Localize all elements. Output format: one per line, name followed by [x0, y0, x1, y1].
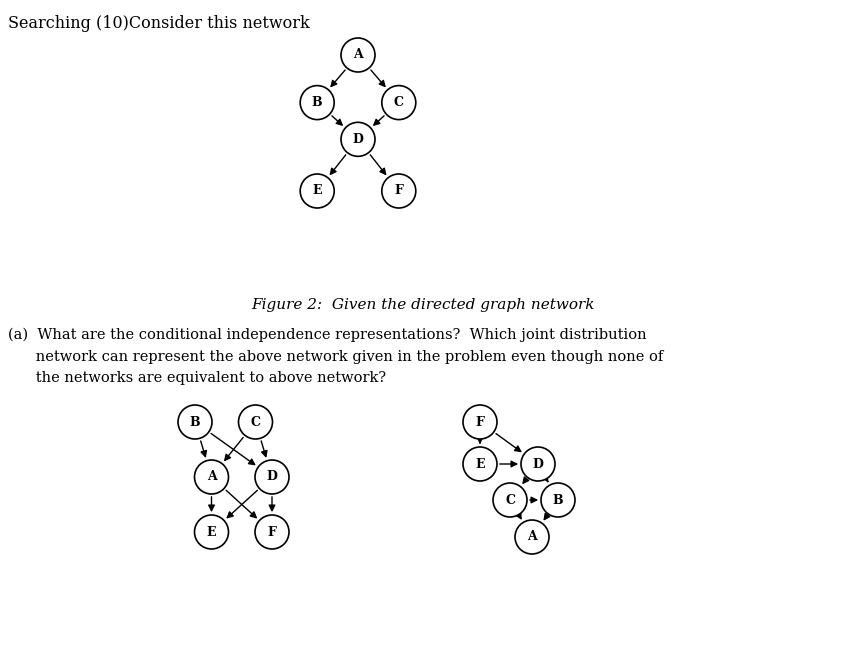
Circle shape	[178, 405, 212, 439]
Text: A: A	[353, 48, 363, 62]
Circle shape	[541, 483, 575, 517]
Circle shape	[341, 122, 375, 157]
Circle shape	[255, 460, 289, 494]
Text: A: A	[207, 470, 216, 484]
Text: (a)  What are the conditional independence representations?  Which joint distrib: (a) What are the conditional independenc…	[8, 328, 646, 343]
Text: D: D	[533, 458, 544, 470]
Circle shape	[239, 405, 273, 439]
Circle shape	[382, 86, 416, 120]
Circle shape	[521, 447, 555, 481]
Text: the networks are equivalent to above network?: the networks are equivalent to above net…	[8, 371, 386, 385]
Text: B: B	[190, 415, 200, 429]
Text: Searching (10)Consider this network: Searching (10)Consider this network	[8, 15, 310, 32]
Circle shape	[493, 483, 527, 517]
Text: F: F	[268, 526, 276, 539]
Circle shape	[300, 174, 335, 208]
Circle shape	[195, 460, 229, 494]
Text: D: D	[352, 133, 363, 146]
Circle shape	[255, 515, 289, 549]
Text: C: C	[505, 494, 515, 506]
Text: E: E	[207, 526, 216, 539]
Circle shape	[300, 86, 335, 120]
Text: D: D	[267, 470, 278, 484]
Text: ` `: ` `	[477, 409, 490, 418]
Text: F: F	[395, 185, 403, 197]
Text: E: E	[313, 185, 322, 197]
Text: Figure 2:  Given the directed graph network: Figure 2: Given the directed graph netwo…	[252, 298, 595, 312]
Text: B: B	[312, 96, 323, 109]
Text: A: A	[527, 531, 537, 543]
Text: network can represent the above network given in the problem even though none of: network can represent the above network …	[8, 350, 663, 364]
Circle shape	[463, 447, 497, 481]
Circle shape	[382, 174, 416, 208]
Circle shape	[515, 520, 549, 554]
Circle shape	[341, 38, 375, 72]
Text: F: F	[475, 415, 484, 429]
Text: E: E	[475, 458, 484, 470]
Circle shape	[463, 405, 497, 439]
Text: B: B	[553, 494, 563, 506]
Text: C: C	[251, 415, 261, 429]
Text: C: C	[394, 96, 404, 109]
Circle shape	[195, 515, 229, 549]
